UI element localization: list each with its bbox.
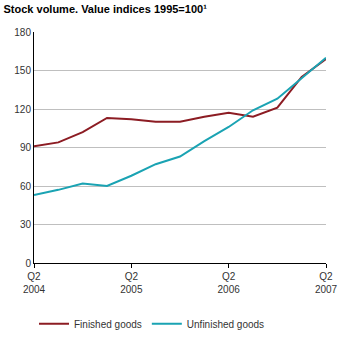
svg-text:¹ Original volum series.: ¹ Original volum series. [13,350,95,351]
svg-text:90: 90 [20,142,32,153]
svg-text:Stock volume. Value indices 19: Stock volume. Value indices 1995=100¹ [4,3,208,15]
svg-text:150: 150 [14,65,31,76]
svg-text:0: 0 [25,258,31,269]
svg-text:30: 30 [20,219,32,230]
svg-text:60: 60 [20,181,32,192]
svg-text:Q22006: Q22006 [218,271,241,295]
svg-text:180: 180 [14,27,31,38]
svg-text:Unfinished goods: Unfinished goods [187,319,264,330]
svg-text:120: 120 [14,104,31,115]
svg-text:Q22004: Q22004 [23,271,46,295]
svg-text:Q22007: Q22007 [315,271,338,295]
svg-text:Q22005: Q22005 [120,271,143,295]
svg-text:Finished goods: Finished goods [74,319,142,330]
